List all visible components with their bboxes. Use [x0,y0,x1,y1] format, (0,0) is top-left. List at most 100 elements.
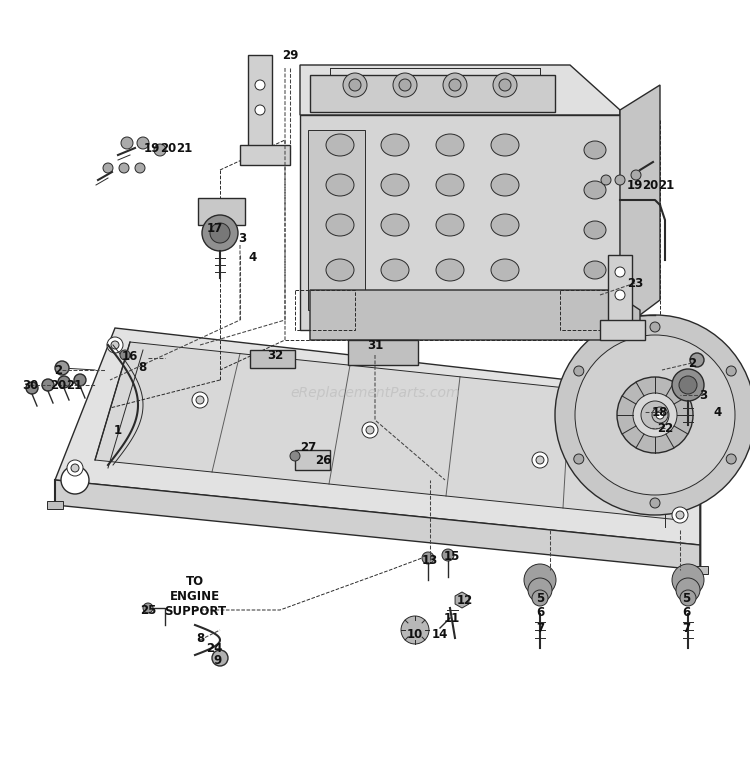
Circle shape [120,350,130,360]
Circle shape [210,223,230,243]
Text: 26: 26 [315,454,332,467]
Circle shape [726,454,736,464]
Text: 29: 29 [282,48,298,61]
Ellipse shape [436,214,464,236]
Circle shape [67,460,83,476]
Ellipse shape [326,214,354,236]
Circle shape [422,552,434,564]
Ellipse shape [381,174,409,196]
Ellipse shape [381,259,409,281]
Text: 19: 19 [627,178,644,191]
Circle shape [617,377,693,453]
Circle shape [615,267,625,277]
Text: 4: 4 [249,250,257,263]
Polygon shape [198,198,245,225]
Circle shape [555,315,750,515]
Text: 19: 19 [144,142,160,155]
Text: 6: 6 [682,607,690,620]
Circle shape [111,341,119,349]
Polygon shape [55,328,700,545]
Polygon shape [248,55,272,155]
Circle shape [532,452,548,468]
Circle shape [107,337,123,353]
Circle shape [690,353,704,367]
Circle shape [672,369,704,401]
Polygon shape [310,290,640,340]
Circle shape [121,137,133,149]
Circle shape [672,564,704,596]
Circle shape [656,411,664,419]
Polygon shape [95,342,680,520]
Text: 10: 10 [406,629,423,642]
Text: 22: 22 [657,422,674,435]
Circle shape [212,650,228,666]
Ellipse shape [491,214,519,236]
Text: 3: 3 [238,232,246,245]
Text: 11: 11 [444,611,460,624]
Circle shape [575,335,735,495]
Circle shape [366,426,374,434]
Bar [47,501,63,509]
Polygon shape [608,255,632,330]
Circle shape [672,392,688,408]
Ellipse shape [326,174,354,196]
Circle shape [532,590,548,606]
Circle shape [601,175,611,185]
Polygon shape [620,85,660,330]
Circle shape [680,590,696,606]
Text: 5: 5 [682,591,690,604]
Ellipse shape [584,181,606,199]
Ellipse shape [381,214,409,236]
Circle shape [686,461,714,489]
Ellipse shape [326,134,354,156]
Text: 25: 25 [140,604,156,617]
Text: 5: 5 [536,591,544,604]
Text: TO
ENGINE
SUPPORT: TO ENGINE SUPPORT [164,575,226,618]
Text: 20: 20 [160,142,176,155]
Polygon shape [295,450,330,470]
Circle shape [42,379,54,391]
Circle shape [290,451,300,461]
Circle shape [401,616,429,644]
Circle shape [676,511,684,519]
Circle shape [71,464,79,472]
Circle shape [650,498,660,508]
Text: 3: 3 [699,389,707,402]
Text: 21: 21 [658,178,674,191]
Circle shape [449,79,461,91]
Circle shape [499,79,511,91]
Circle shape [528,578,552,602]
Text: 4: 4 [714,405,722,418]
Text: 16: 16 [122,350,138,363]
Text: 8: 8 [138,360,146,373]
Circle shape [255,80,265,90]
Text: 17: 17 [207,222,224,235]
Circle shape [343,73,367,97]
Text: 7: 7 [682,621,690,634]
Circle shape [726,366,736,376]
Circle shape [676,578,700,602]
Ellipse shape [436,174,464,196]
Circle shape [137,137,149,149]
Bar [692,414,708,422]
Text: 21: 21 [176,142,192,155]
Circle shape [676,396,684,404]
Circle shape [349,79,361,91]
Circle shape [524,564,556,596]
Circle shape [574,454,584,464]
Text: 31: 31 [367,338,383,351]
Circle shape [55,361,69,375]
Ellipse shape [584,261,606,279]
Text: eReplacementParts.com: eReplacementParts.com [290,386,460,400]
Circle shape [399,79,411,91]
Text: 6: 6 [536,607,544,620]
Bar [692,566,708,574]
Circle shape [135,163,145,173]
Text: 15: 15 [444,551,460,564]
Text: 14: 14 [432,629,448,642]
Circle shape [493,73,517,97]
Text: 2: 2 [54,363,62,376]
Text: 18: 18 [652,405,668,418]
Polygon shape [308,130,365,310]
Circle shape [633,393,677,437]
